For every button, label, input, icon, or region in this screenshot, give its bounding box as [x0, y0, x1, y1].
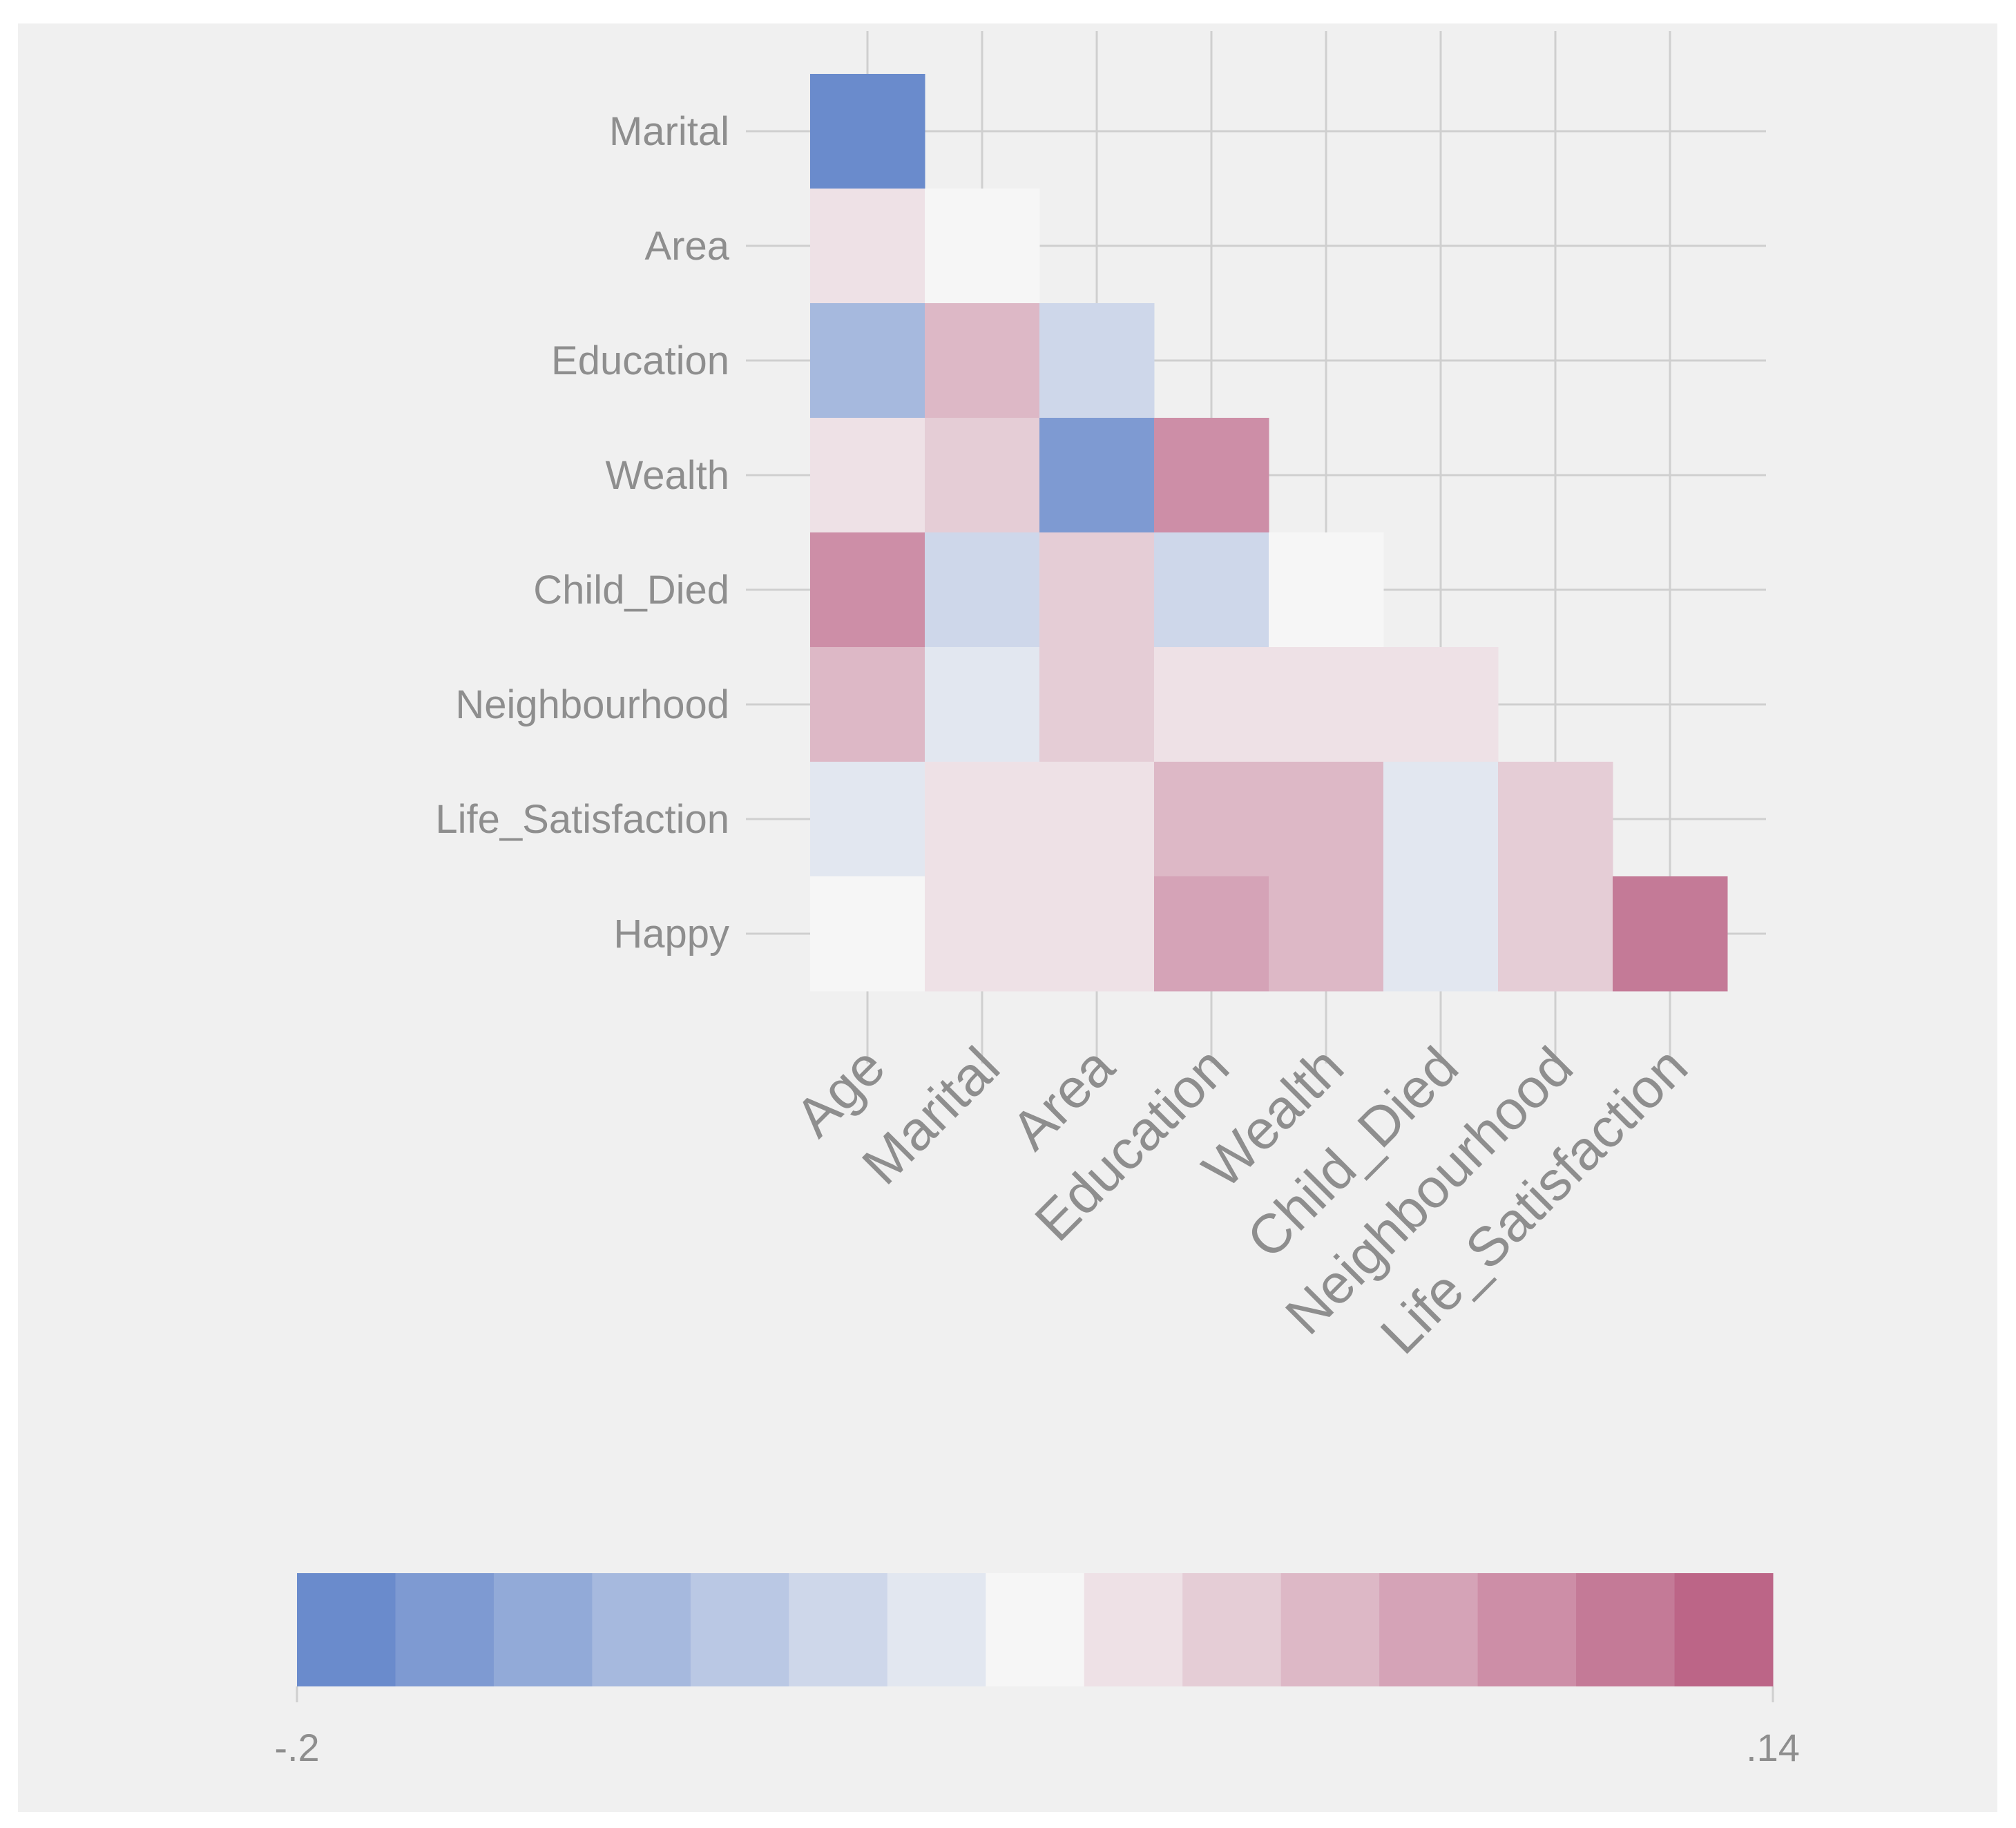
heatmap-cell	[925, 532, 1040, 648]
heatmap-cell	[925, 876, 1040, 992]
legend-bin	[1477, 1573, 1577, 1686]
heatmap-cell	[810, 303, 925, 418]
heatmap-cell	[1154, 647, 1269, 762]
row-label: Wealth	[606, 453, 729, 498]
row-label: Area	[644, 224, 729, 269]
heatmap-cell	[1039, 647, 1155, 762]
row-label: Marital	[609, 109, 729, 154]
heatmap-cell	[925, 762, 1040, 877]
heatmap-cell	[810, 762, 925, 877]
heatmap-cell	[1269, 647, 1384, 762]
heatmap-cells	[810, 74, 1728, 992]
row-label: Child_Died	[533, 568, 729, 613]
heatmap-cell	[1154, 418, 1269, 533]
row-label: Happy	[613, 912, 729, 956]
legend-bin	[1674, 1573, 1774, 1686]
heatmap-cell	[810, 74, 925, 189]
heatmap-cell	[925, 647, 1040, 762]
heatmap-cell	[1383, 647, 1499, 762]
row-label: Neighbourhood	[455, 682, 729, 727]
heatmap-cell	[1498, 762, 1613, 877]
heatmap-cell	[1039, 762, 1155, 877]
heatmap-cell	[925, 303, 1040, 418]
heatmap-cell	[1383, 876, 1499, 992]
heatmap-cell	[925, 418, 1040, 533]
legend-bin	[1182, 1573, 1282, 1686]
row-label: Life_Satisfaction	[435, 797, 729, 842]
color-legend: -.2 .14	[274, 1573, 1800, 1769]
legend-bins	[297, 1573, 1774, 1686]
heatmap-cell	[1613, 876, 1728, 992]
legend-bin	[789, 1573, 888, 1686]
heatmap-cell	[810, 189, 925, 304]
row-label: Education	[551, 338, 729, 383]
heatmap-cell	[810, 532, 925, 648]
legend-bin	[1379, 1573, 1479, 1686]
legend-min-label: -.2	[274, 1726, 319, 1769]
legend-bin	[887, 1573, 986, 1686]
heatmap-cell	[1269, 876, 1384, 992]
heatmap-cell	[1154, 762, 1269, 877]
heatmap-cell	[1039, 418, 1155, 533]
heatmap-cell	[1383, 762, 1499, 877]
heatmap-cell	[925, 189, 1040, 304]
column-labels: AgeMaritalAreaEducationWealthChild_DiedN…	[783, 1035, 1699, 1365]
heatmap-cell	[1039, 303, 1155, 418]
heatmap-cell	[810, 876, 925, 992]
legend-bin	[1084, 1573, 1183, 1686]
legend-max-label: .14	[1746, 1726, 1800, 1769]
legend-bin	[1576, 1573, 1676, 1686]
row-labels: Marital Area Education Wealth Child_Died Neig…	[435, 109, 729, 956]
heatmap-cell	[1498, 876, 1613, 992]
heatmap-cell	[1269, 532, 1384, 648]
heatmap-cell	[1039, 876, 1155, 992]
heatmap-cell	[1154, 532, 1269, 648]
legend-bin	[395, 1573, 495, 1686]
legend-bin	[1280, 1573, 1380, 1686]
legend-bin	[297, 1573, 396, 1686]
heatmap-cell	[1269, 762, 1384, 877]
heatmap-cell	[1154, 876, 1269, 992]
legend-bin	[690, 1573, 789, 1686]
heatmap-cell	[1039, 532, 1155, 648]
legend-bin	[592, 1573, 691, 1686]
legend-bin	[986, 1573, 1085, 1686]
legend-bin	[493, 1573, 593, 1686]
heatmap-cell	[810, 418, 925, 533]
heatmap-cell	[810, 647, 925, 762]
